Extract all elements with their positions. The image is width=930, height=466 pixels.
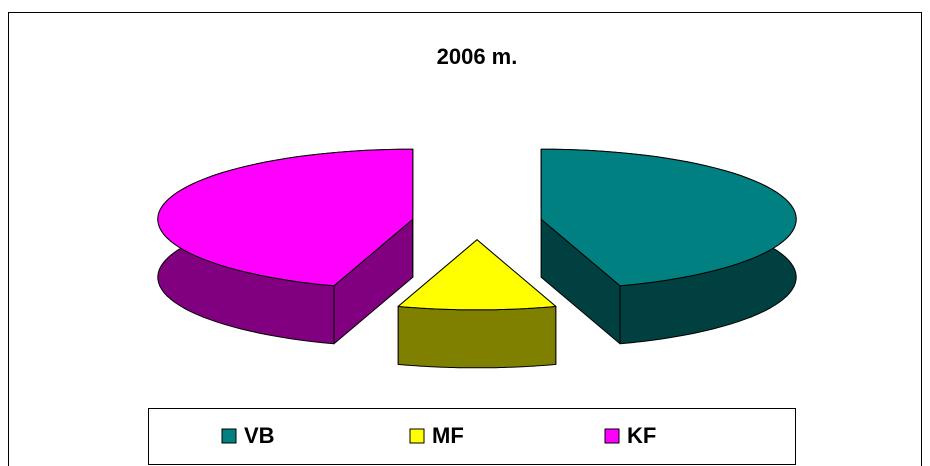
legend-swatch [604,428,620,444]
legend-swatch [409,428,425,444]
legend-swatch [221,428,237,444]
legend-box [148,408,796,465]
legend-label: MF [432,423,464,448]
legend-label: VB [244,423,275,448]
slice-top [157,148,414,287]
legend-label: KF [627,423,656,448]
slice-top [397,239,557,311]
chart-title: 2006 m. [437,44,518,69]
slice-top [540,148,797,287]
slice-outer-wall [397,305,557,369]
